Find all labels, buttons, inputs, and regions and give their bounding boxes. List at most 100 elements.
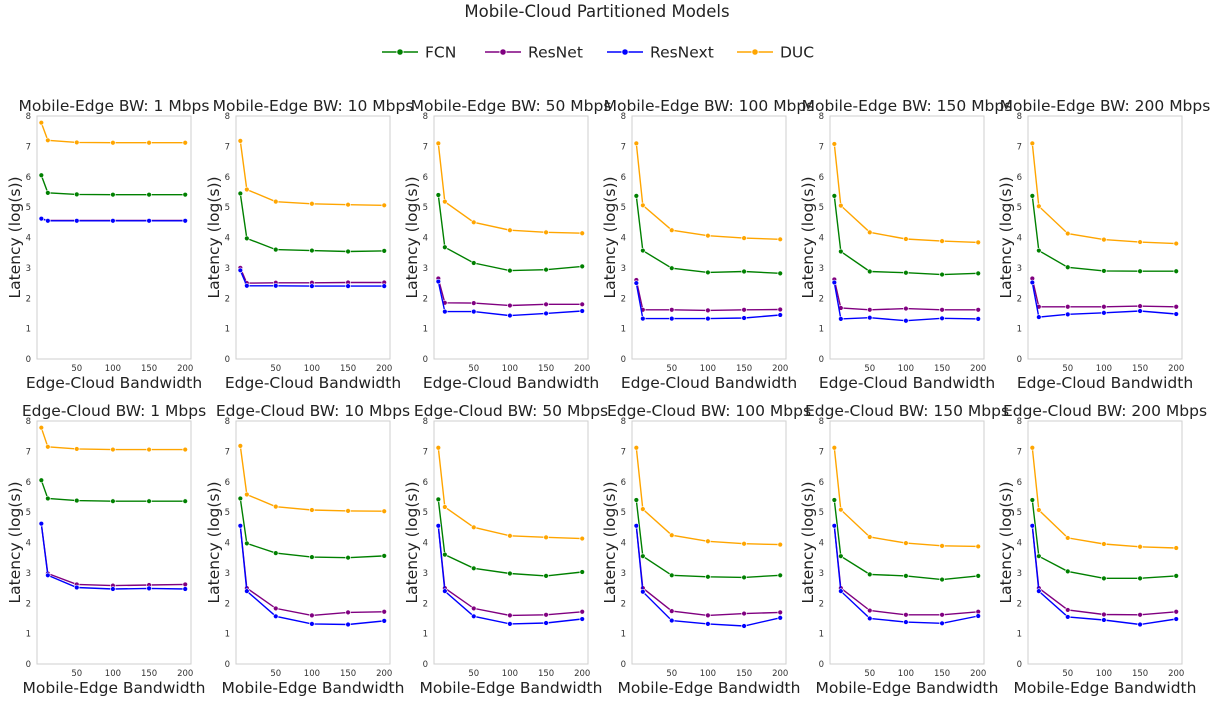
series-fcn (633, 193, 783, 277)
data-point (471, 260, 477, 266)
y-tick-label: 2 (423, 294, 428, 304)
data-point (1029, 497, 1036, 503)
y-tick-label: 4 (1017, 539, 1022, 549)
y-tick-label: 6 (1017, 478, 1022, 488)
data-point (45, 572, 51, 579)
series-line (1031, 447, 1177, 549)
y-tick-label: 2 (621, 294, 626, 304)
data-point (237, 495, 244, 502)
data-point (633, 445, 640, 451)
y-tick-label: 0 (423, 355, 428, 365)
data-point (471, 605, 477, 612)
data-point (705, 232, 711, 239)
y-axis-label: Latency (log(s)) (799, 481, 817, 603)
series-line (40, 523, 186, 590)
y-tick-label: 0 (423, 660, 428, 670)
y-tick-label: 5 (1017, 203, 1022, 213)
y-tick-label: 7 (26, 447, 31, 457)
data-point (110, 498, 116, 504)
y-tick-label: 8 (423, 417, 428, 427)
plot-frame (631, 420, 787, 665)
data-point (543, 534, 549, 541)
series-fcn (38, 477, 188, 504)
series-line (239, 445, 385, 512)
data-point (244, 186, 250, 193)
y-tick-label: 7 (1017, 447, 1022, 457)
data-point (146, 191, 152, 198)
data-point (381, 283, 387, 289)
series-line (239, 525, 385, 626)
data-point (435, 523, 442, 529)
y-tick-label: 5 (225, 203, 230, 213)
data-point (244, 540, 250, 547)
data-point (838, 588, 844, 594)
series-line (437, 143, 583, 234)
data-point (633, 523, 640, 529)
data-point (381, 202, 387, 209)
plot-frame (1027, 420, 1183, 665)
data-point (381, 248, 387, 254)
data-point (975, 307, 981, 313)
data-point (1065, 304, 1071, 310)
x-axis-label: Mobile-Edge Bandwidth (618, 679, 801, 697)
data-point (975, 573, 981, 579)
data-point (777, 615, 783, 621)
y-tick-label: 4 (621, 539, 626, 549)
data-point (1173, 268, 1179, 274)
data-point (867, 314, 873, 321)
data-point (110, 586, 116, 592)
y-tick-label: 5 (423, 508, 428, 518)
data-point (831, 279, 838, 286)
series-fcn (1029, 193, 1179, 274)
y-tick-label: 8 (423, 112, 428, 122)
x-tick-label: 150 (340, 364, 356, 374)
data-point (1065, 230, 1071, 237)
data-point (777, 306, 783, 313)
y-tick-label: 0 (819, 355, 824, 365)
data-point (777, 541, 783, 548)
data-point (1036, 314, 1042, 320)
x-tick-label: 100 (304, 669, 320, 679)
series-line (437, 525, 583, 625)
data-point (244, 491, 250, 498)
data-point (435, 192, 442, 198)
series-resnext (237, 267, 387, 289)
data-point (435, 445, 442, 451)
data-point (309, 507, 315, 513)
data-point (38, 172, 45, 178)
panel-title: Mobile-Edge BW: 200 Mbps (1000, 97, 1211, 115)
data-point (38, 215, 45, 222)
data-point (38, 119, 45, 126)
data-point (345, 621, 351, 628)
data-point (838, 316, 844, 322)
x-tick-label: 100 (700, 364, 716, 374)
series-line (437, 281, 583, 317)
data-point (1137, 575, 1143, 582)
panel-title: Mobile-Edge BW: 1 Mbps (19, 97, 210, 115)
series-line (635, 525, 781, 627)
data-point (273, 246, 279, 253)
plot-frame (829, 115, 985, 360)
series-line (40, 122, 186, 144)
x-tick-label: 150 (934, 364, 950, 374)
x-tick-label: 100 (105, 364, 121, 374)
data-point (1101, 268, 1107, 274)
data-point (939, 576, 945, 583)
data-point (273, 503, 279, 510)
data-point (182, 140, 188, 146)
data-point (442, 244, 448, 250)
y-tick-label: 3 (225, 264, 230, 274)
series-line (437, 278, 583, 307)
x-tick-label: 150 (1132, 364, 1148, 374)
y-axis-label: Latency (log(s)) (6, 481, 24, 603)
plot-frame (433, 420, 589, 665)
y-tick-label: 1 (225, 630, 230, 640)
data-point (1137, 268, 1143, 274)
y-tick-label: 2 (1017, 294, 1022, 304)
y-tick-label: 0 (621, 660, 626, 670)
data-point (579, 569, 585, 575)
y-tick-label: 6 (819, 478, 824, 488)
x-tick-label: 50 (468, 669, 479, 679)
chart-panel: Mobile-Edge BW: 10 Mbps 0 1 2 3 4 5 6 7 8 50 100 150… (205, 97, 413, 392)
data-point (1137, 544, 1143, 550)
